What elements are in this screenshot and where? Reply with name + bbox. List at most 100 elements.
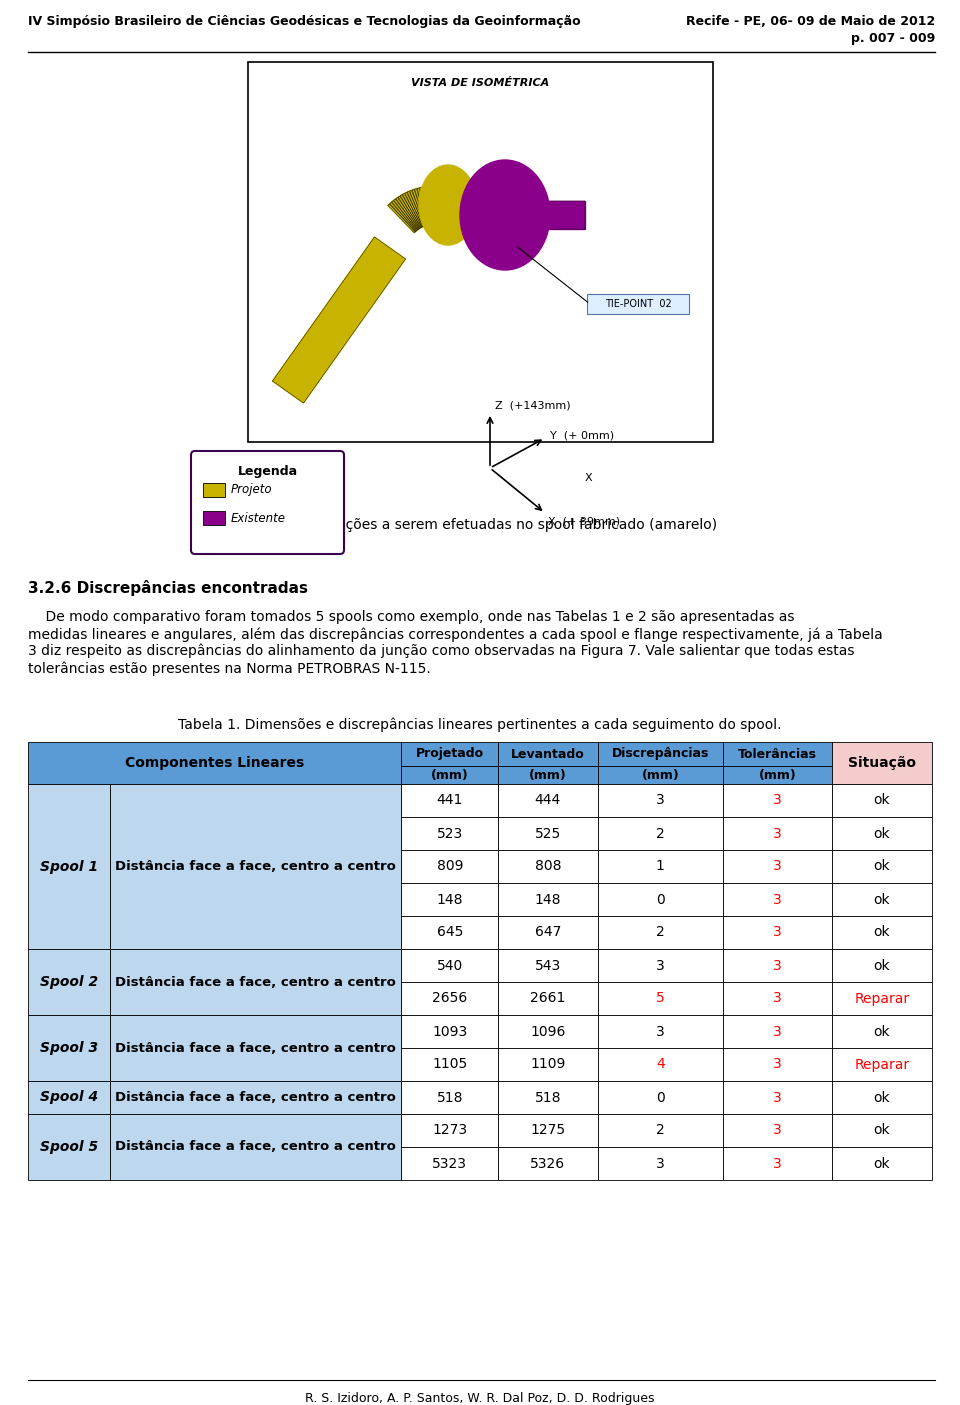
Polygon shape [398, 197, 420, 229]
Text: 2656: 2656 [432, 992, 468, 1006]
Polygon shape [422, 187, 431, 225]
Text: X  (+ 39mm): X (+ 39mm) [548, 516, 620, 525]
Bar [723, 784, 831, 816]
Text: Spool 5: Spool 5 [40, 1139, 98, 1154]
Text: 5323: 5323 [432, 1156, 468, 1170]
Text: Levantado: Levantado [511, 747, 585, 760]
Text: X: X [585, 473, 592, 483]
Text: 0: 0 [656, 892, 664, 906]
Text: Y  (+ 0mm): Y (+ 0mm) [550, 431, 614, 441]
Text: 540: 540 [437, 958, 463, 972]
Text: Spool 2: Spool 2 [40, 975, 98, 989]
Bar [401, 1080, 498, 1114]
Bar [723, 916, 831, 948]
Text: 518: 518 [535, 1090, 562, 1104]
Bar [401, 1014, 498, 1048]
Text: 3.2.6 Discrepâncias encontradas: 3.2.6 Discrepâncias encontradas [28, 580, 308, 596]
Bar [498, 916, 597, 948]
Bar [597, 916, 723, 948]
Polygon shape [420, 187, 430, 225]
Polygon shape [427, 187, 433, 225]
Bar [498, 1048, 597, 1080]
Bar [597, 1146, 723, 1180]
Bar [28, 1014, 110, 1080]
Text: Tolerâncias: Tolerâncias [738, 747, 817, 760]
Polygon shape [412, 190, 426, 226]
Bar [110, 948, 401, 1014]
Text: 3 diz respeito as discrepâncias do alinhamento da junção como observadas na Figu: 3 diz respeito as discrepâncias do alinh… [28, 643, 854, 659]
Text: 518: 518 [437, 1090, 463, 1104]
Text: 1093: 1093 [432, 1024, 468, 1038]
Bar [597, 850, 723, 882]
Text: Componentes Lineares: Componentes Lineares [125, 756, 304, 770]
Text: 645: 645 [437, 926, 463, 940]
Bar [831, 1014, 932, 1048]
Bar [110, 784, 401, 948]
Text: 148: 148 [535, 892, 562, 906]
Polygon shape [433, 185, 436, 223]
Text: 525: 525 [535, 826, 561, 840]
Bar [401, 850, 498, 882]
Bar [28, 948, 110, 1014]
Bar [110, 1014, 401, 1080]
Bar [723, 882, 831, 916]
Bar [498, 1146, 597, 1180]
Ellipse shape [419, 164, 477, 244]
Text: 3: 3 [773, 1156, 781, 1170]
Text: Discrepâncias: Discrepâncias [612, 747, 709, 760]
Polygon shape [402, 194, 422, 228]
Bar [498, 742, 597, 766]
Text: (mm): (mm) [641, 769, 680, 781]
Bar [498, 882, 597, 916]
Text: VISTA DE ISOMÉTRICA: VISTA DE ISOMÉTRICA [411, 79, 549, 89]
Bar [723, 742, 831, 766]
Bar [248, 62, 713, 443]
Text: Reparar: Reparar [854, 1058, 909, 1072]
Text: 441: 441 [437, 794, 463, 808]
Bar [831, 816, 932, 850]
Text: 2: 2 [656, 1124, 664, 1138]
Bar [401, 1114, 498, 1146]
Bar [723, 1014, 831, 1048]
Text: Distância face a face, centro a centro: Distância face a face, centro a centro [115, 1141, 396, 1154]
Bar [597, 742, 723, 766]
Bar [597, 882, 723, 916]
Text: Situação: Situação [848, 756, 916, 770]
Text: 3: 3 [773, 794, 781, 808]
Text: 3: 3 [773, 992, 781, 1006]
Text: 3: 3 [656, 958, 664, 972]
Text: 4: 4 [656, 1058, 664, 1072]
Polygon shape [430, 185, 434, 225]
Text: Recife - PE, 06- 09 de Maio de 2012: Recife - PE, 06- 09 de Maio de 2012 [685, 15, 935, 28]
Bar [498, 948, 597, 982]
Text: 0: 0 [656, 1090, 664, 1104]
Polygon shape [390, 202, 417, 232]
Text: ok: ok [874, 1124, 890, 1138]
Text: Z  (+143mm): Z (+143mm) [495, 400, 570, 410]
Text: 3: 3 [773, 958, 781, 972]
Text: Distância face a face, centro a centro: Distância face a face, centro a centro [115, 860, 396, 873]
Polygon shape [415, 188, 427, 226]
Text: 1273: 1273 [432, 1124, 468, 1138]
Text: Distância face a face, centro a centro: Distância face a face, centro a centro [115, 1092, 396, 1104]
Bar [597, 948, 723, 982]
Polygon shape [435, 185, 530, 223]
Polygon shape [418, 188, 428, 225]
Text: Figura 1. Correções a serem efetuadas no spool fabricado (amarelo): Figura 1. Correções a serem efetuadas no… [243, 518, 717, 532]
Text: Tabela 1. Dimensões e discrepâncias lineares pertinentes a cada seguimento do sp: Tabela 1. Dimensões e discrepâncias line… [179, 718, 781, 732]
Bar [498, 1114, 597, 1146]
Text: 543: 543 [535, 958, 561, 972]
Text: 3: 3 [773, 1058, 781, 1072]
Polygon shape [394, 200, 419, 230]
Bar [401, 766, 498, 784]
Bar [401, 948, 498, 982]
Polygon shape [405, 192, 423, 228]
Text: (mm): (mm) [431, 769, 468, 781]
Text: 3: 3 [656, 1156, 664, 1170]
Bar [597, 1080, 723, 1114]
Bar [401, 982, 498, 1014]
Text: 1109: 1109 [530, 1058, 565, 1072]
Bar [597, 1014, 723, 1048]
Bar [597, 816, 723, 850]
Polygon shape [407, 191, 424, 226]
